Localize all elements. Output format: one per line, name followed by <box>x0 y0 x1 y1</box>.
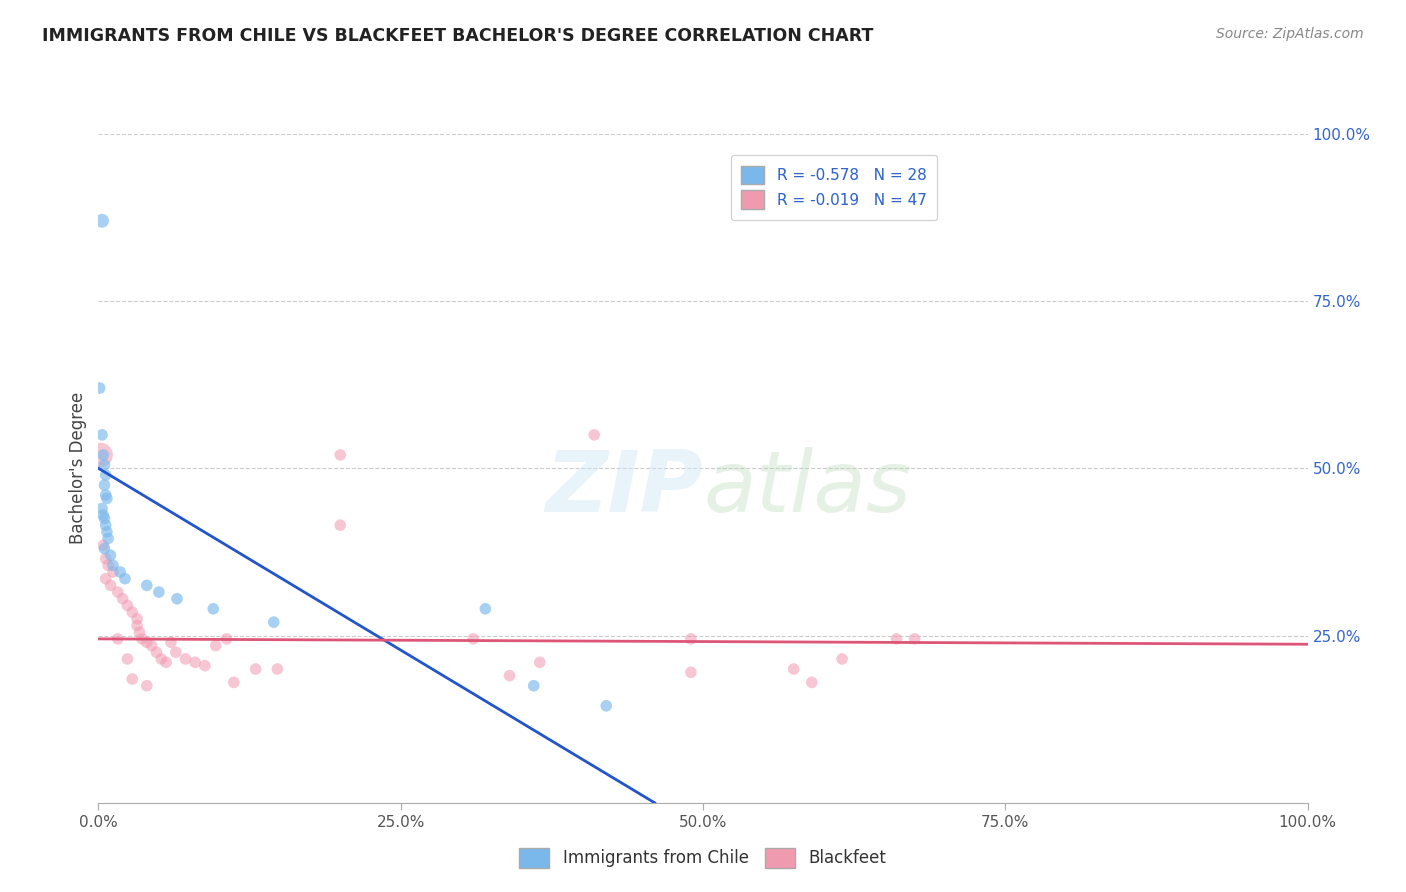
Point <box>93 458 115 472</box>
Point <box>121 672 143 686</box>
Point <box>886 632 908 646</box>
Text: IMMIGRANTS FROM CHILE VS BLACKFEET BACHELOR'S DEGREE CORRELATION CHART: IMMIGRANTS FROM CHILE VS BLACKFEET BACHE… <box>42 27 873 45</box>
Point <box>91 538 114 552</box>
Point <box>135 679 157 693</box>
Text: ZIP: ZIP <box>546 447 703 530</box>
Point <box>94 468 117 483</box>
Point <box>194 658 217 673</box>
Point <box>165 645 187 659</box>
Point <box>111 591 134 606</box>
Point <box>831 652 853 666</box>
Point <box>523 679 546 693</box>
Point <box>93 511 115 525</box>
Point <box>150 652 173 666</box>
Point <box>145 645 167 659</box>
Point <box>107 632 129 646</box>
Point <box>204 639 226 653</box>
Point <box>101 558 124 573</box>
Point <box>904 632 927 646</box>
Point <box>184 655 207 669</box>
Point <box>94 551 117 566</box>
Point <box>174 652 197 666</box>
Point <box>107 585 129 599</box>
Point <box>529 655 551 669</box>
Point <box>127 618 149 632</box>
Point <box>91 214 114 228</box>
Point <box>222 675 245 690</box>
Point <box>329 518 352 533</box>
Point <box>101 565 124 579</box>
Point <box>128 625 150 640</box>
Point <box>263 615 285 630</box>
Point <box>215 632 238 646</box>
Point <box>463 632 485 646</box>
Point <box>91 508 114 523</box>
Point <box>100 578 122 592</box>
Text: Source: ZipAtlas.com: Source: ZipAtlas.com <box>1216 27 1364 41</box>
Point <box>90 448 112 462</box>
Point <box>166 591 188 606</box>
Point <box>498 669 520 683</box>
Point <box>679 632 702 646</box>
Point <box>91 448 114 462</box>
Point <box>127 612 149 626</box>
Point <box>266 662 288 676</box>
Point <box>94 518 117 533</box>
Point <box>91 428 114 442</box>
Point <box>93 478 115 492</box>
Text: atlas: atlas <box>703 447 911 530</box>
Point <box>148 585 170 599</box>
Point <box>91 501 114 516</box>
Legend: Immigrants from Chile, Blackfeet: Immigrants from Chile, Blackfeet <box>513 841 893 875</box>
Point <box>245 662 267 676</box>
Point <box>595 698 617 713</box>
Point <box>474 602 496 616</box>
Point <box>100 548 122 563</box>
Point <box>135 635 157 649</box>
Point <box>108 565 131 579</box>
Point <box>96 491 118 506</box>
Point <box>202 602 225 616</box>
Legend: R = -0.578   N = 28, R = -0.019   N = 47: R = -0.578 N = 28, R = -0.019 N = 47 <box>731 155 938 219</box>
Y-axis label: Bachelor's Degree: Bachelor's Degree <box>69 392 87 544</box>
Point <box>141 639 163 653</box>
Point <box>121 605 143 619</box>
Point <box>135 578 157 592</box>
Point <box>800 675 823 690</box>
Point <box>93 541 115 556</box>
Point <box>131 632 153 646</box>
Point <box>155 655 177 669</box>
Point <box>329 448 352 462</box>
Point <box>96 524 118 539</box>
Point <box>114 572 136 586</box>
Point <box>117 599 139 613</box>
Point <box>94 572 117 586</box>
Point <box>97 558 120 573</box>
Point <box>89 381 111 395</box>
Point <box>160 635 183 649</box>
Point <box>94 488 117 502</box>
Point <box>679 665 702 680</box>
Point <box>583 428 606 442</box>
Point <box>782 662 804 676</box>
Point <box>117 652 139 666</box>
Point <box>97 532 120 546</box>
